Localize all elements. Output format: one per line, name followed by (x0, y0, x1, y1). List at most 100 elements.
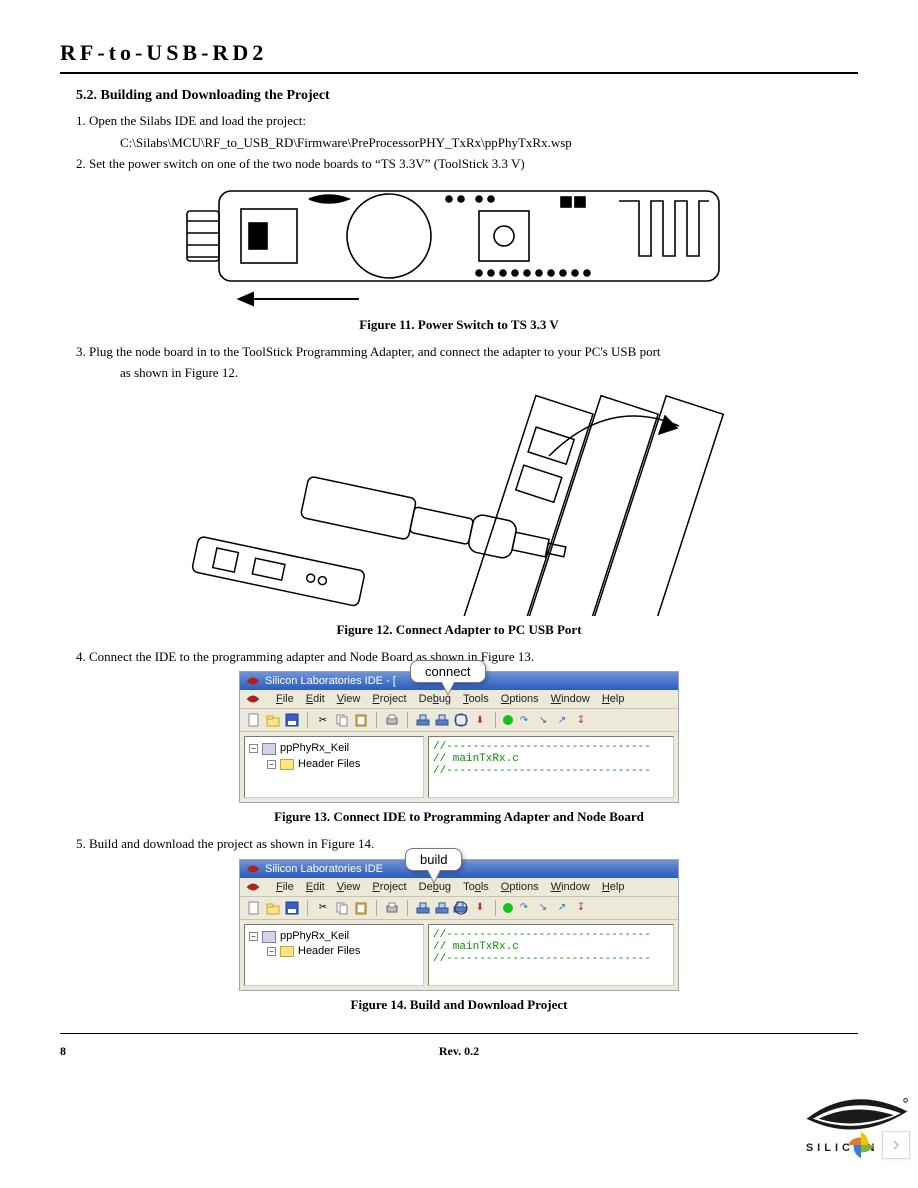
paste-icon[interactable] (353, 712, 369, 728)
project-tree[interactable]: − ppPhyRx_Keil − Header Files (244, 736, 424, 798)
stop-icon[interactable]: ↧ (573, 900, 589, 916)
go-run-icon[interactable] (503, 715, 513, 725)
pinwheel-icon[interactable] (846, 1130, 876, 1160)
menu-project[interactable]: Project (372, 693, 406, 705)
figure-11-board (179, 181, 739, 311)
project-tree[interactable]: − ppPhyRx_Keil − Header Files (244, 924, 424, 986)
folder-name[interactable]: Header Files (298, 757, 360, 772)
figure-13-ide: connect Silicon Laboratories IDE - [ Fil… (239, 671, 679, 803)
step-1b-path: C:\Silabs\MCU\RF_to_USB_RD\Firmware\PreP… (120, 134, 858, 152)
go-run-icon[interactable] (503, 903, 513, 913)
copy-icon[interactable] (334, 712, 350, 728)
next-page-button[interactable] (882, 1131, 910, 1159)
figure-11-caption: Figure 11. Power Switch to TS 3.3 V (60, 317, 858, 333)
new-file-icon[interactable] (246, 712, 262, 728)
code-line: //------------------------------- (433, 929, 669, 941)
menu-file[interactable]: File (276, 881, 294, 893)
print-icon[interactable] (384, 712, 400, 728)
step-out-icon[interactable]: ↗ (554, 712, 570, 728)
figure-13-caption: Figure 13. Connect IDE to Programming Ad… (60, 809, 858, 825)
menu-view[interactable]: View (337, 693, 361, 705)
folder-icon (280, 759, 294, 770)
copy-icon[interactable] (334, 900, 350, 916)
build-make-icon[interactable] (453, 900, 469, 916)
menu-view[interactable]: View (337, 881, 361, 893)
save-icon[interactable] (284, 900, 300, 916)
menu-help[interactable]: Help (602, 693, 625, 705)
ide-toolbar: ✂ ⬇ ↷ ↘ ↗ ↧ (240, 709, 678, 732)
menu-tools[interactable]: Tools (463, 693, 489, 705)
revision: Rev. 0.2 (439, 1044, 479, 1059)
figure-14-ide: build Silicon Laboratories IDE File Edit… (239, 859, 679, 991)
expander-icon[interactable]: − (267, 947, 276, 956)
silabs-logo-icon (246, 863, 260, 875)
code-editor[interactable]: //------------------------------- // mai… (428, 736, 674, 798)
build-assemble-icon[interactable] (415, 900, 431, 916)
code-line: //------------------------------- (433, 741, 669, 753)
ide-menubar: File Edit View Project Debug Tools Optio… (240, 690, 678, 709)
menu-window[interactable]: Window (551, 693, 590, 705)
new-file-icon[interactable] (246, 900, 262, 916)
step-3b: as shown in Figure 12. (120, 364, 858, 382)
step-over-icon[interactable]: ↷ (516, 900, 532, 916)
connect-icon[interactable] (453, 712, 469, 728)
build-compile-icon[interactable] (434, 900, 450, 916)
step-2: 2. Set the power switch on one of the tw… (76, 155, 858, 173)
cut-icon[interactable]: ✂ (315, 712, 331, 728)
open-icon[interactable] (265, 900, 281, 916)
step-into-icon[interactable]: ↘ (535, 712, 551, 728)
menu-options[interactable]: Options (501, 693, 539, 705)
menu-edit[interactable]: Edit (306, 693, 325, 705)
build-compile-icon[interactable] (434, 712, 450, 728)
silabs-logo-icon (246, 881, 260, 893)
menu-edit[interactable]: Edit (306, 881, 325, 893)
menu-window[interactable]: Window (551, 881, 590, 893)
step-5: 5. Build and download the project as sho… (76, 835, 858, 853)
code-line: // mainTxRx.c (433, 753, 669, 765)
figure-12-caption: Figure 12. Connect Adapter to PC USB Por… (60, 622, 858, 638)
step-3a: 3. Plug the node board in to the ToolSti… (76, 343, 858, 361)
menu-project[interactable]: Project (372, 881, 406, 893)
connect-callout: connect (410, 660, 486, 683)
figure-14-caption: Figure 14. Build and Download Project (60, 997, 858, 1013)
footer: 8 Rev. 0.2 (60, 1034, 858, 1052)
project-name[interactable]: ppPhyRx_Keil (280, 741, 349, 756)
code-line: // mainTxRx.c (433, 941, 669, 953)
ide-title: Silicon Laboratories IDE - [ (265, 675, 396, 687)
expander-icon[interactable]: − (249, 932, 258, 941)
folder-icon (280, 946, 294, 957)
download-arrow-icon[interactable]: ⬇ (472, 712, 488, 728)
code-editor[interactable]: //------------------------------- // mai… (428, 924, 674, 986)
expander-icon[interactable]: − (249, 744, 258, 753)
menu-options[interactable]: Options (501, 881, 539, 893)
print-icon[interactable] (384, 900, 400, 916)
figure-12-adapter (179, 386, 739, 616)
build-callout: build (405, 848, 462, 871)
ide-menubar: File Edit View Project Debug Tools Optio… (240, 878, 678, 897)
download-arrow-icon[interactable]: ⬇ (472, 900, 488, 916)
folder-name[interactable]: Header Files (298, 944, 360, 959)
code-line: //------------------------------- (433, 765, 669, 777)
open-icon[interactable] (265, 712, 281, 728)
cut-icon[interactable]: ✂ (315, 900, 331, 916)
expander-icon[interactable]: − (267, 760, 276, 769)
project-name[interactable]: ppPhyRx_Keil (280, 929, 349, 944)
section-title: 5.2. Building and Downloading the Projec… (76, 88, 858, 104)
code-line: //------------------------------- (433, 953, 669, 965)
step-into-icon[interactable]: ↘ (535, 900, 551, 916)
build-assemble-icon[interactable] (415, 712, 431, 728)
step-over-icon[interactable]: ↷ (516, 712, 532, 728)
paste-icon[interactable] (353, 900, 369, 916)
save-icon[interactable] (284, 712, 300, 728)
table-row: − ppPhyRx_Keil (249, 741, 419, 756)
step-1a: 1. Open the Silabs IDE and load the proj… (76, 112, 858, 130)
table-row: − ppPhyRx_Keil (249, 929, 419, 944)
menu-help[interactable]: Help (602, 881, 625, 893)
page-number: 8 (60, 1044, 66, 1052)
menu-file[interactable]: File (276, 693, 294, 705)
ide-title: Silicon Laboratories IDE (265, 863, 383, 875)
project-icon (262, 931, 276, 943)
step-out-icon[interactable]: ↗ (554, 900, 570, 916)
menu-tools[interactable]: Tools (463, 881, 489, 893)
stop-icon[interactable]: ↧ (573, 712, 589, 728)
